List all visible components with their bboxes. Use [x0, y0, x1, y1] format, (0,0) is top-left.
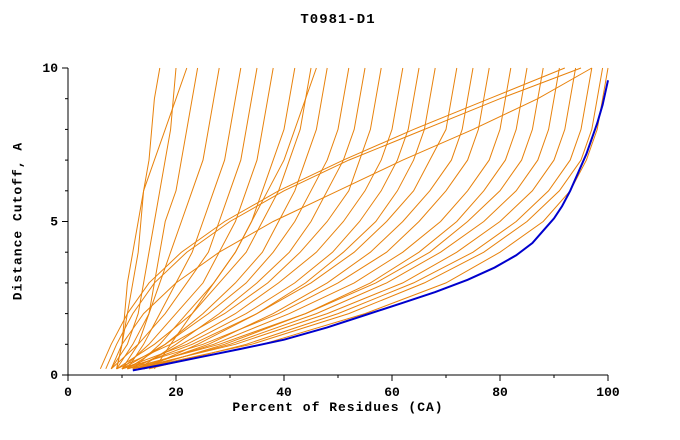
model-curve	[148, 67, 593, 370]
x-axis-label: Percent of Residues (CA)	[232, 400, 444, 415]
model-curve	[138, 67, 474, 370]
model-curve	[132, 67, 404, 370]
model-curve	[132, 67, 296, 370]
model-curve	[126, 67, 242, 370]
x-tick-label: 80	[492, 385, 508, 400]
model-curve	[127, 67, 458, 370]
model-curve	[138, 67, 604, 370]
model-curve	[143, 67, 436, 370]
plot-title: T0981-D1	[300, 12, 376, 28]
model-curve	[110, 67, 177, 370]
y-tick-label: 0	[50, 368, 58, 383]
model-curve	[116, 67, 161, 369]
x-tick-label: 100	[596, 385, 620, 400]
model-curve	[116, 67, 312, 370]
x-tick-label: 20	[168, 385, 184, 400]
highlight-curve	[132, 80, 609, 372]
model-curve	[121, 67, 490, 370]
model-curve	[116, 67, 220, 370]
model-curve	[116, 67, 188, 369]
model-curve	[121, 67, 274, 370]
model-curve	[127, 67, 328, 370]
x-tick-label: 40	[276, 385, 292, 400]
model-curve	[116, 67, 382, 370]
x-tick-label: 0	[64, 385, 72, 400]
x-tick-label: 60	[384, 385, 400, 400]
model-curve	[143, 67, 528, 370]
model-curve	[110, 67, 593, 370]
model-curve	[121, 67, 420, 370]
model-curve	[138, 67, 560, 370]
model-curve	[110, 67, 258, 370]
y-tick-label: 5	[50, 215, 58, 230]
model-curve	[127, 67, 544, 370]
model-curve	[99, 67, 565, 370]
model-curve	[143, 67, 609, 370]
model-curve	[153, 67, 317, 370]
model-curve	[105, 67, 582, 370]
y-tick-label: 10	[42, 61, 58, 76]
model-curve	[121, 67, 199, 370]
model-curve	[121, 67, 350, 370]
model-curve	[132, 67, 512, 370]
model-curve	[137, 67, 366, 370]
model-curve	[132, 67, 577, 370]
